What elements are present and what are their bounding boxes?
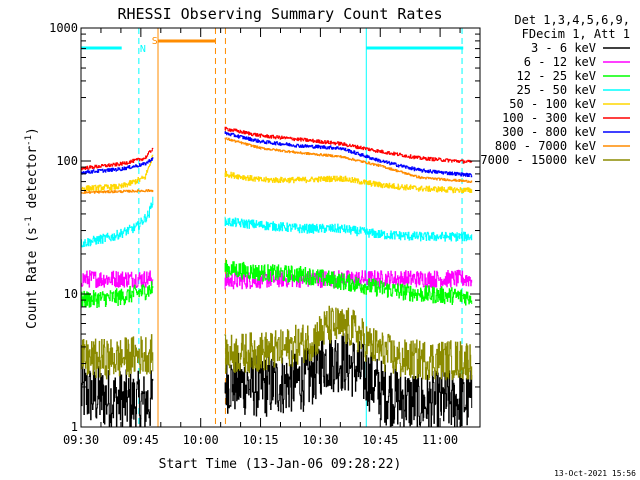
legend-entry: 3 - 6 keV: [531, 41, 630, 55]
series-line-pre-gap: [81, 189, 154, 194]
legend: Det 1,3,4,5,6,9, FDecim 1, Att 1 3 - 6 k…: [480, 13, 630, 167]
series-line-post-gap: [224, 131, 473, 178]
footer-timestamp: 13-Oct-2021 15:56: [554, 469, 636, 478]
x-tick-label: 09:30: [63, 433, 99, 447]
legend-entry: 100 - 300 keV: [502, 111, 630, 125]
x-tick-label: 11:00: [422, 433, 458, 447]
series-line-post-gap: [224, 269, 473, 290]
series-line-post-gap: [224, 216, 473, 242]
plot-area: NS: [80, 28, 473, 427]
series-line-pre-gap: [81, 361, 154, 427]
series-line-post-gap: [224, 259, 473, 306]
y-axis-label-part: Count Rate (s: [25, 227, 40, 329]
series-line-pre-gap: [81, 157, 154, 175]
series-6-12-kev: [81, 269, 473, 290]
series-group: [81, 126, 473, 427]
series-line-pre-gap: [81, 196, 154, 248]
legend-entry: 7000 - 15000 keV: [480, 153, 630, 167]
legend-entry: 12 - 25 keV: [517, 69, 630, 83]
series-300-800-kev: [81, 131, 473, 178]
series-line-post-gap: [224, 137, 473, 183]
y-tick-label: 100: [56, 154, 78, 168]
legend-header-line: Det 1,3,4,5,6,9,: [514, 13, 630, 27]
legend-label: 12 - 25 keV: [517, 69, 596, 83]
y-axis-label-exponent: -1: [24, 216, 34, 227]
legend-label: 300 - 800 keV: [502, 125, 596, 139]
y-axis-label-part: ): [25, 127, 40, 135]
interval-marker-s: S: [152, 36, 158, 47]
legend-label: 800 - 7000 keV: [495, 139, 596, 153]
y-axis-label: Count Rate (s-1 detector-1): [24, 127, 40, 329]
series-50-100-kev: [81, 154, 473, 194]
series-line-post-gap: [224, 305, 473, 381]
series-line-post-gap: [224, 333, 473, 427]
legend-entry: 50 - 100 keV: [509, 97, 630, 111]
x-axis-label: Start Time (13-Jan-06 09:28:22): [159, 457, 402, 472]
interval-marker-n: N: [140, 44, 146, 55]
y-axis-label-part: detector: [25, 146, 40, 217]
legend-label: 7000 - 15000 keV: [480, 153, 596, 167]
series-line-pre-gap: [81, 281, 154, 308]
x-tick-label: 10:00: [183, 433, 219, 447]
legend-label: 3 - 6 keV: [531, 41, 596, 55]
x-tick-label: 09:45: [123, 433, 159, 447]
series-line-pre-gap: [81, 334, 154, 380]
legend-label: 100 - 300 keV: [502, 111, 596, 125]
legend-label: 50 - 100 keV: [509, 97, 596, 111]
legend-entry: 25 - 50 keV: [517, 83, 630, 97]
legend-entry: 300 - 800 keV: [502, 125, 630, 139]
series-3-6-kev: [81, 333, 473, 427]
legend-label: 25 - 50 keV: [517, 83, 596, 97]
series-line-pre-gap: [81, 270, 154, 288]
series-25-50-kev: [81, 196, 473, 248]
series-line-post-gap: [224, 170, 473, 194]
y-tick-label: 1000: [49, 21, 78, 35]
series-line-post-gap: [224, 126, 473, 164]
x-tick-label: 10:45: [362, 433, 398, 447]
y-tick-label: 10: [64, 287, 78, 301]
series-12-25-kev: [81, 259, 473, 308]
series-100-300-kev: [81, 126, 473, 171]
legend-label: 6 - 12 keV: [524, 55, 596, 69]
axes: 09:30 09:45 10:00 10:15 10:30 10:45 11:00 1 10 10…: [49, 21, 481, 447]
y-axis-label-exponent: -1: [24, 135, 34, 146]
x-tick-label: 10:30: [302, 433, 338, 447]
x-tick-label: 10:15: [242, 433, 278, 447]
series-800-7000-kev: [81, 137, 473, 194]
series-line-pre-gap: [81, 154, 154, 192]
legend-header-line: FDecim 1, Att 1: [522, 27, 630, 41]
y-tick-label: 1: [71, 420, 78, 434]
chart-title: RHESSI Observing Summary Count Rates: [117, 5, 442, 23]
series-7000-15000-kev: [81, 305, 473, 381]
series-line-pre-gap: [81, 147, 154, 171]
legend-entry: 6 - 12 keV: [524, 55, 630, 69]
legend-entry: 800 - 7000 keV: [495, 139, 630, 153]
